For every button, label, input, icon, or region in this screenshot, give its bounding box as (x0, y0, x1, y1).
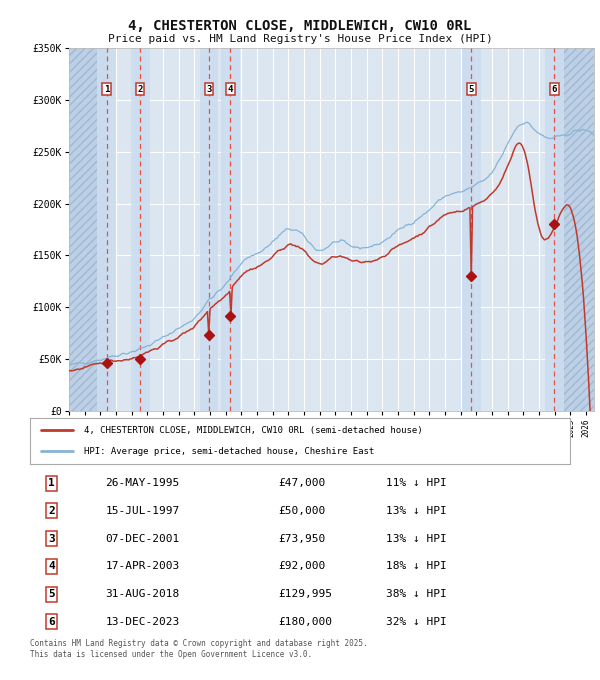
Text: 5: 5 (48, 589, 55, 599)
Text: Contains HM Land Registry data © Crown copyright and database right 2025.
This d: Contains HM Land Registry data © Crown c… (30, 639, 368, 659)
Text: 31-AUG-2018: 31-AUG-2018 (106, 589, 180, 599)
Bar (221, 48, 240, 411)
Text: 07-DEC-2001: 07-DEC-2001 (106, 534, 180, 543)
Bar (200, 48, 218, 411)
Text: 4, CHESTERTON CLOSE, MIDDLEWICH, CW10 0RL (semi-detached house): 4, CHESTERTON CLOSE, MIDDLEWICH, CW10 0R… (84, 426, 422, 435)
Text: 3: 3 (206, 85, 212, 94)
Text: 6: 6 (48, 617, 55, 627)
Text: £129,995: £129,995 (278, 589, 332, 599)
Text: 26-MAY-1995: 26-MAY-1995 (106, 478, 180, 488)
Text: 5: 5 (469, 85, 474, 94)
Text: 13% ↓ HPI: 13% ↓ HPI (386, 534, 447, 543)
Text: 3: 3 (48, 534, 55, 543)
Text: 1: 1 (104, 85, 109, 94)
Text: 13-DEC-2023: 13-DEC-2023 (106, 617, 180, 627)
Text: £47,000: £47,000 (278, 478, 326, 488)
Text: £73,950: £73,950 (278, 534, 326, 543)
Bar (462, 48, 481, 411)
Text: 4: 4 (48, 562, 55, 571)
Bar (97, 48, 116, 411)
Text: 15-JUL-1997: 15-JUL-1997 (106, 506, 180, 516)
Bar (69, 48, 107, 411)
Bar (545, 48, 563, 411)
Text: £180,000: £180,000 (278, 617, 332, 627)
Text: 2: 2 (137, 85, 143, 94)
Text: £50,000: £50,000 (278, 506, 326, 516)
Text: 6: 6 (551, 85, 557, 94)
Text: 2: 2 (48, 506, 55, 516)
Text: 4, CHESTERTON CLOSE, MIDDLEWICH, CW10 0RL: 4, CHESTERTON CLOSE, MIDDLEWICH, CW10 0R… (128, 19, 472, 33)
Text: 18% ↓ HPI: 18% ↓ HPI (386, 562, 447, 571)
Text: HPI: Average price, semi-detached house, Cheshire East: HPI: Average price, semi-detached house,… (84, 447, 374, 456)
Bar (554, 48, 594, 411)
Text: 17-APR-2003: 17-APR-2003 (106, 562, 180, 571)
Text: £92,000: £92,000 (278, 562, 326, 571)
Text: 32% ↓ HPI: 32% ↓ HPI (386, 617, 447, 627)
Text: Price paid vs. HM Land Registry's House Price Index (HPI): Price paid vs. HM Land Registry's House … (107, 34, 493, 44)
Text: 38% ↓ HPI: 38% ↓ HPI (386, 589, 447, 599)
Bar (131, 48, 149, 411)
Text: 4: 4 (228, 85, 233, 94)
Text: 11% ↓ HPI: 11% ↓ HPI (386, 478, 447, 488)
Text: 1: 1 (48, 478, 55, 488)
Text: 13% ↓ HPI: 13% ↓ HPI (386, 506, 447, 516)
